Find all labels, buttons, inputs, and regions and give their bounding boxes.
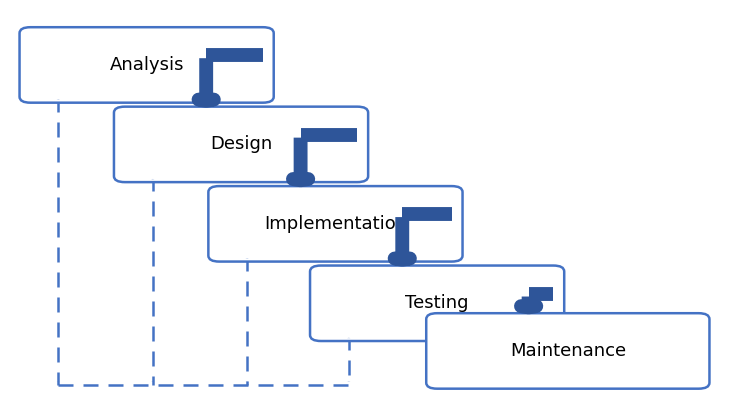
Text: Maintenance: Maintenance (510, 342, 626, 360)
FancyBboxPatch shape (310, 266, 564, 341)
Text: Design: Design (210, 135, 272, 153)
Text: Analysis: Analysis (109, 56, 184, 74)
Text: Testing: Testing (405, 294, 469, 312)
FancyBboxPatch shape (208, 186, 462, 262)
Text: Implementation: Implementation (264, 215, 407, 233)
FancyBboxPatch shape (426, 313, 709, 389)
FancyBboxPatch shape (20, 27, 273, 103)
FancyBboxPatch shape (114, 107, 368, 182)
